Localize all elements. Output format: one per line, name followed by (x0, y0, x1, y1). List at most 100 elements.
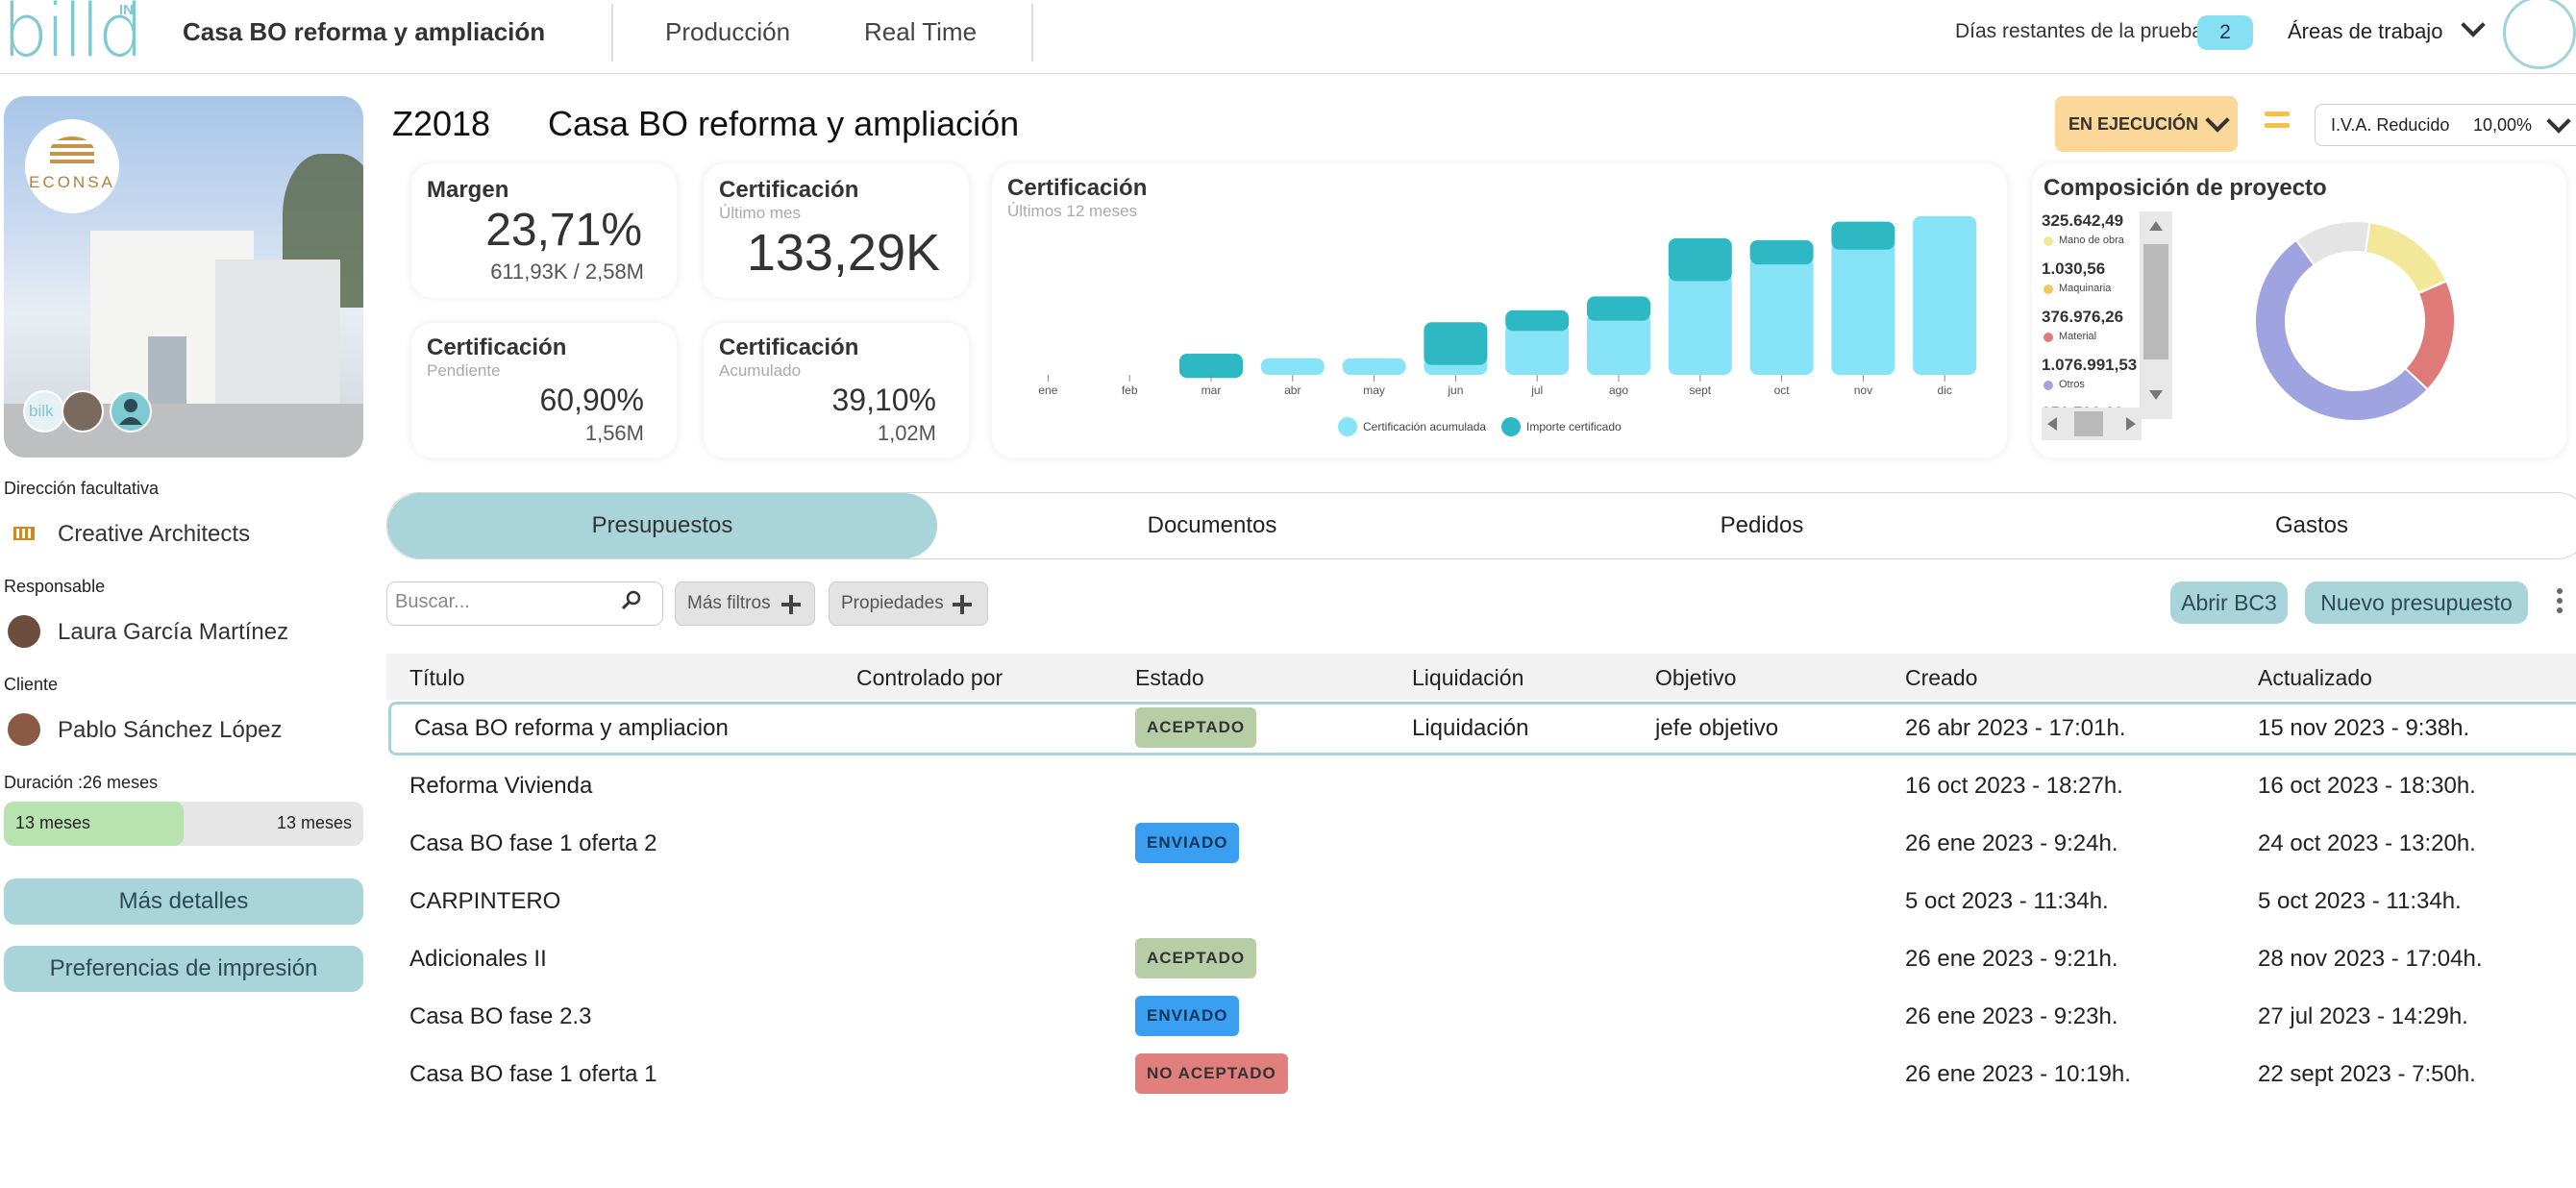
search-icon[interactable] (622, 590, 641, 609)
x-tick-label: ago (1609, 384, 1628, 397)
legend-swatch[interactable] (1338, 417, 1357, 436)
legend-value: 1.030,56 (2042, 260, 2106, 278)
nav-real-time[interactable]: Real Time (864, 17, 978, 46)
direccion-value[interactable]: Creative Architects (58, 521, 251, 547)
tab-pedidos[interactable]: Pedidos (1720, 512, 1804, 538)
status-dropdown[interactable]: EN EJECUCIÓN (2055, 96, 2238, 152)
donut-slice[interactable] (2294, 220, 2371, 267)
scrollbar-thumb[interactable] (2143, 244, 2168, 359)
bar-certificacion-acumulada[interactable] (1505, 323, 1570, 375)
row-title[interactable]: CARPINTERO (409, 888, 561, 914)
column-header[interactable]: Objetivo (1655, 665, 1737, 690)
column-header[interactable]: Actualizado (2258, 665, 2372, 690)
kpi-title: Certificación (719, 177, 859, 203)
company-logo: ECONSA (25, 119, 119, 213)
bar-certificacion-acumulada[interactable] (1831, 241, 1895, 375)
row-updated: 15 nov 2023 - 9:38h. (2258, 715, 2470, 741)
bar-certificacion-acumulada[interactable] (1913, 215, 1977, 375)
legend-hscrollbar[interactable] (2042, 408, 2142, 440)
bar-certificacion-acumulada[interactable] (1260, 358, 1325, 375)
legend-value: 325.642,49 (2042, 211, 2124, 230)
cliente-value[interactable]: Pablo Sánchez López (58, 717, 283, 743)
chevron-down-icon (2205, 108, 2230, 133)
column-header[interactable]: Liquidación (1412, 665, 1524, 690)
billd-avatar[interactable]: bilk (23, 390, 65, 433)
bar-certificacion-acumulada[interactable] (1749, 257, 1814, 375)
properties-button[interactable]: Propiedades (829, 582, 988, 626)
bar-certificacion-acumulada[interactable] (1587, 312, 1650, 375)
bar-importe-certificado[interactable] (1424, 322, 1488, 365)
hscrollbar-thumb[interactable] (2074, 411, 2103, 436)
row-title[interactable]: Adicionales II (409, 946, 547, 972)
tab-gastos[interactable]: Gastos (2274, 512, 2349, 538)
open-bc3-button[interactable]: Abrir BC3 (2170, 582, 2288, 624)
donut-slice[interactable] (2364, 221, 2448, 295)
bar-importe-certificado[interactable] (1505, 309, 1570, 332)
legend-label: Mano de obra (2059, 235, 2124, 246)
row-title[interactable]: Casa BO fase 1 oferta 1 (409, 1061, 657, 1087)
column-header[interactable]: Controlado por (856, 665, 1003, 690)
legend-color-dot (2043, 333, 2053, 342)
chevron-down-icon (2546, 109, 2571, 134)
status-badge: ENVIADO (1135, 996, 1240, 1036)
bar-importe-certificado[interactable] (1179, 353, 1243, 379)
search-input[interactable] (393, 590, 608, 614)
legend-label[interactable]: Certificación acumulada (1363, 420, 1486, 433)
bar-importe-certificado[interactable] (1831, 221, 1895, 250)
new-budget-button[interactable]: Nuevo presupuesto (2305, 582, 2528, 624)
legend-label[interactable]: Importe certificado (1526, 420, 1622, 433)
app-logo[interactable]: billd (2, 0, 144, 73)
responsable-avatar (8, 615, 40, 648)
row-liquidacion: Liquidación (1412, 715, 1529, 741)
add-member-icon[interactable] (110, 390, 152, 433)
donut-slice[interactable] (2254, 238, 2430, 422)
more-filters-button[interactable]: Más filtros (675, 582, 815, 626)
scroll-right-icon[interactable] (2126, 417, 2136, 431)
member-avatar[interactable] (62, 390, 104, 433)
more-options-icon[interactable] (2557, 588, 2563, 617)
more-details-button[interactable]: Más detalles (4, 879, 363, 925)
kpi-title: Certificación (719, 334, 859, 360)
user-avatar[interactable] (2503, 0, 2576, 69)
column-header[interactable]: Estado (1135, 665, 1204, 690)
bar-importe-certificado[interactable] (1668, 237, 1732, 282)
bar-certificacion-acumulada[interactable] (1668, 273, 1732, 375)
row-title[interactable]: Casa BO fase 1 oferta 2 (409, 830, 657, 856)
architect-logo-icon (8, 517, 40, 550)
legend-scrollbar[interactable] (2140, 211, 2172, 419)
nav-produccion[interactable]: Producción (665, 17, 791, 46)
kpi-subtitle: Pendiente (427, 361, 501, 380)
responsable-value[interactable]: Laura García Martínez (58, 619, 289, 645)
column-header[interactable]: Creado (1905, 665, 1978, 690)
tab-presupuestos[interactable]: Presupuestos (387, 493, 937, 558)
scroll-left-icon[interactable] (2047, 417, 2057, 431)
row-title[interactable]: Reforma Vivienda (409, 773, 593, 799)
kpi-value: 60,90% (539, 383, 644, 417)
project-title[interactable]: Casa BO reforma y ampliación (183, 17, 546, 46)
tab-documentos[interactable]: Documentos (1147, 512, 1277, 538)
work-areas-dropdown[interactable]: Áreas de trabajo (2288, 12, 2486, 44)
bar-importe-certificado[interactable] (1587, 296, 1650, 321)
legend-color-dot (2043, 285, 2053, 294)
kpi-cert-acumulado-card: Certificación Acumulado 39,10% 1,02M (704, 323, 969, 458)
row-updated: 24 oct 2023 - 13:20h. (2258, 830, 2476, 856)
kpi-value: 39,10% (831, 383, 936, 417)
donut-slice[interactable] (2404, 280, 2456, 391)
column-header[interactable]: Título (409, 665, 465, 690)
print-preferences-button[interactable]: Preferencias de impresión (4, 946, 363, 992)
legend-label: Material (2059, 331, 2097, 342)
plus-icon (781, 595, 801, 614)
bar-certificacion-acumulada[interactable] (1342, 358, 1406, 375)
row-title[interactable]: Casa BO fase 2.3 (409, 1003, 592, 1029)
project-name[interactable]: Casa BO reforma y ampliación (548, 104, 1020, 143)
status-badge: ACEPTADO (1135, 707, 1257, 748)
scroll-up-icon[interactable] (2149, 221, 2163, 231)
row-title[interactable]: Casa BO reforma y ampliacion (414, 715, 729, 741)
legend-swatch[interactable] (1501, 417, 1521, 436)
legend-color-dot (2043, 236, 2053, 246)
scroll-down-icon[interactable] (2149, 390, 2163, 400)
composition-donut-chart (2254, 220, 2456, 422)
bar-importe-certificado[interactable] (1749, 239, 1814, 265)
iva-select[interactable]: I.V.A. Reducido 10,00% (2315, 104, 2576, 146)
equals-icon[interactable] (2265, 111, 2290, 129)
